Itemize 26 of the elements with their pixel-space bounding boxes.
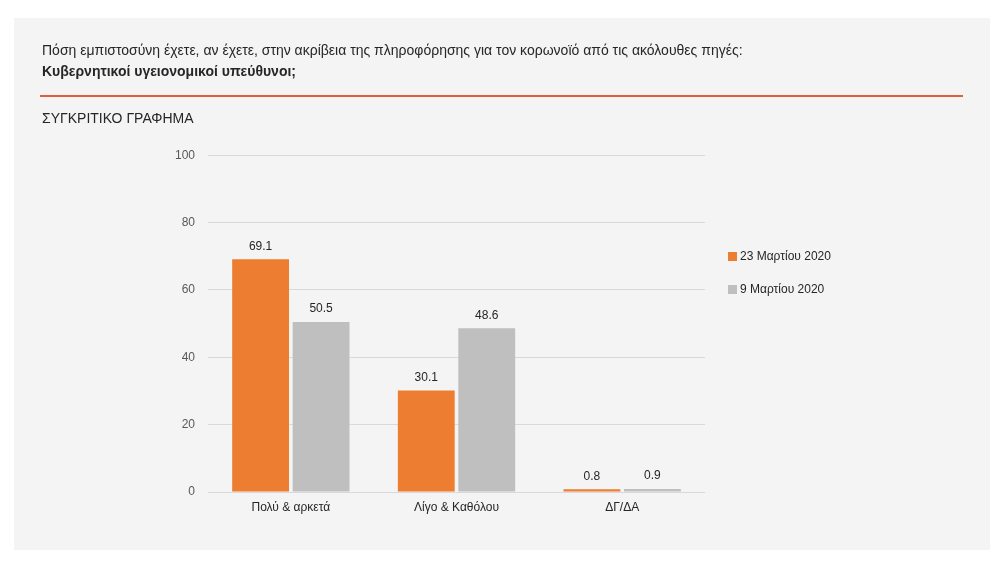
bar [458,328,516,492]
bar [397,390,455,492]
bar [623,488,681,492]
y-tick-label: 100 [174,147,196,162]
data-label: 30.1 [414,369,439,384]
y-tick-label: 60 [181,282,196,297]
x-tick-label: Πολύ & αρκετά [251,499,331,514]
legend-label: 23 Μαρτίου 2020 [740,249,831,263]
data-label: 48.6 [475,307,499,322]
x-tick-label: ΔΓ/ΔΑ [605,499,640,514]
chart-title: Πόση εμπιστοσύνη έχετε, αν έχετε, στην ακρίβεια της πληροφόρησης για τον κορωνοϊό από τις ακόλουθες πηγές: [42,42,743,58]
bar [232,259,290,492]
y-tick-label: 0 [188,484,196,499]
data-label: 0.9 [644,468,662,483]
chart-subtitle: Κυβερνητικοί υγειονομικοί υπεύθυνοι; [42,63,297,79]
bar [292,321,350,492]
y-tick-label: 40 [181,349,196,364]
y-tick-label: 80 [181,214,196,229]
y-tick-label: 20 [181,416,196,431]
x-tick-label: Λίγο & Καθόλου [414,499,499,514]
legend-label: 9 Μαρτίου 2020 [740,282,825,296]
text: ΣΥΓΚΡΙΤΙΚΟ ΓΡΑΦΗΜΑ [42,110,194,126]
data-label: 69.1 [248,238,273,253]
data-label: 0.8 [583,468,601,483]
data-label: 50.5 [309,301,334,316]
bar [563,489,621,492]
